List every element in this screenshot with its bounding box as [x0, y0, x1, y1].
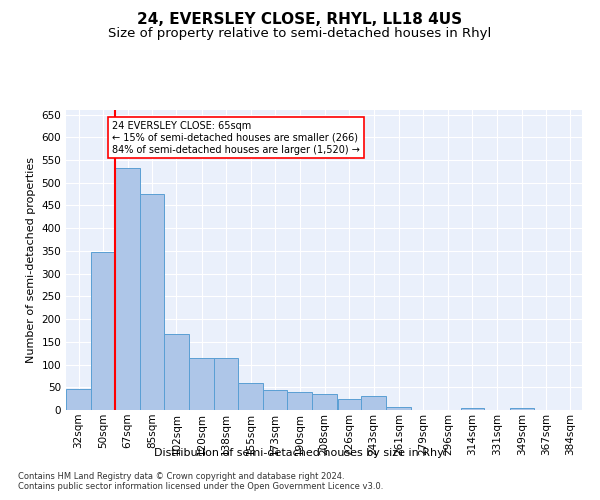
Bar [338, 398, 361, 410]
Bar [115, 168, 140, 410]
Text: 24, EVERSLEY CLOSE, RHYL, LL18 4US: 24, EVERSLEY CLOSE, RHYL, LL18 4US [137, 12, 463, 28]
Bar [263, 390, 287, 410]
Text: Size of property relative to semi-detached houses in Rhyl: Size of property relative to semi-detach… [109, 28, 491, 40]
Bar [461, 408, 484, 410]
Bar [361, 396, 386, 410]
Bar [140, 194, 164, 410]
Text: Distribution of semi-detached houses by size in Rhyl: Distribution of semi-detached houses by … [154, 448, 446, 458]
Bar [190, 358, 214, 410]
Text: Contains public sector information licensed under the Open Government Licence v3: Contains public sector information licen… [18, 482, 383, 491]
Bar [287, 392, 312, 410]
Bar [66, 388, 91, 410]
Text: 24 EVERSLEY CLOSE: 65sqm
← 15% of semi-detached houses are smaller (266)
84% of : 24 EVERSLEY CLOSE: 65sqm ← 15% of semi-d… [112, 122, 360, 154]
Bar [164, 334, 189, 410]
Bar [214, 358, 238, 410]
Bar [313, 394, 337, 410]
Y-axis label: Number of semi-detached properties: Number of semi-detached properties [26, 157, 36, 363]
Bar [238, 382, 263, 410]
Bar [509, 408, 534, 410]
Bar [386, 407, 411, 410]
Text: Contains HM Land Registry data © Crown copyright and database right 2024.: Contains HM Land Registry data © Crown c… [18, 472, 344, 481]
Bar [91, 252, 115, 410]
